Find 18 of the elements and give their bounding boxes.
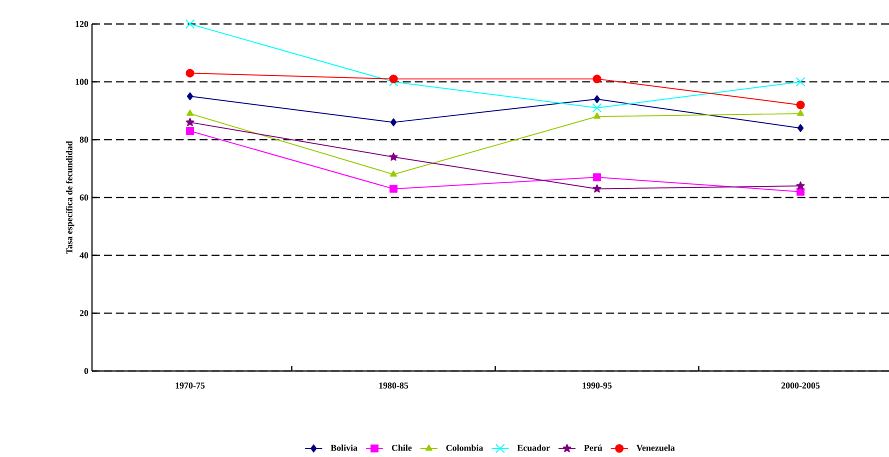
legend-label: Chile [392, 444, 412, 451]
y-axis-title: Tasa específica de fecundidad [66, 141, 74, 254]
y-tick-label: 0 [84, 368, 88, 374]
legend-label: Bolivia [330, 444, 358, 451]
y-tick-label: 40 [80, 252, 88, 258]
legend-label: Perú [584, 444, 602, 451]
x-tick-label: 1980-85 [379, 382, 408, 389]
x-tick-label: 2000-2005 [781, 382, 820, 389]
legend-label: Colombia [446, 444, 484, 451]
y-tick-label: 120 [76, 20, 88, 28]
legend-label: Ecuador [517, 444, 550, 451]
y-tick-label: 100 [76, 78, 88, 85]
y-tick-label: 20 [80, 310, 88, 316]
x-tick-label: 1970-75 [176, 382, 205, 389]
y-tick-label: 60 [80, 194, 88, 201]
x-tick-label: 1990-95 [582, 382, 612, 389]
y-tick-label: 80 [80, 136, 88, 143]
legend-label: Venezuela [636, 444, 675, 451]
